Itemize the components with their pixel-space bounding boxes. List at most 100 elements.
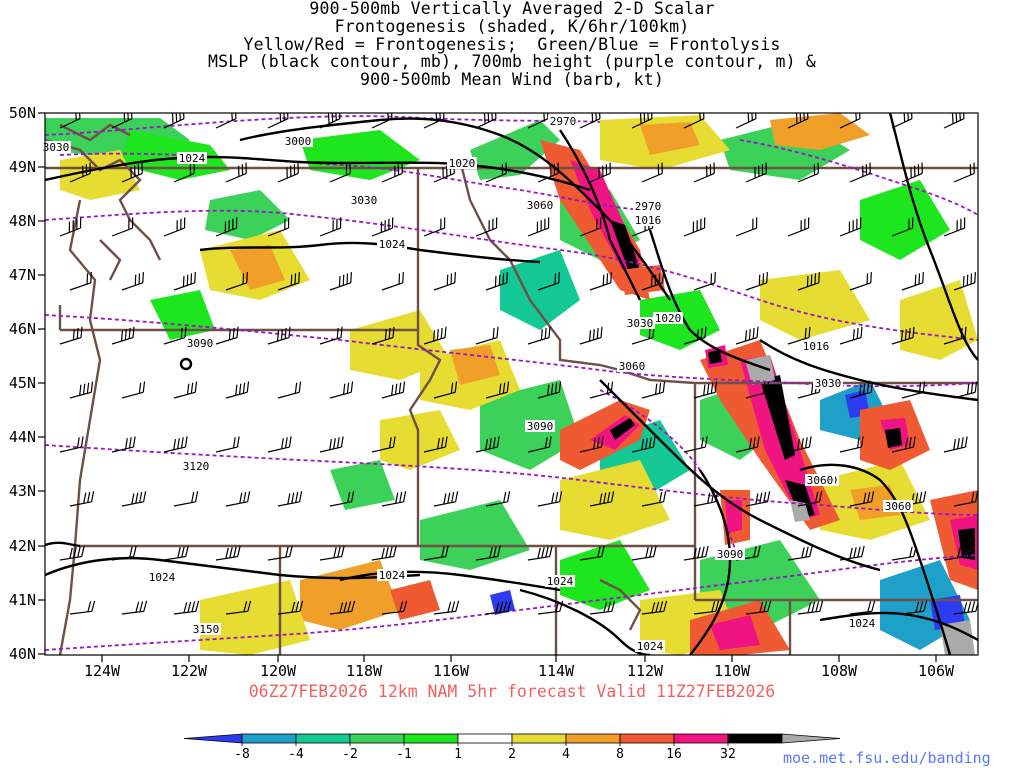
wind-barb bbox=[527, 326, 551, 345]
wind-barb bbox=[371, 113, 393, 129]
wind-barb bbox=[485, 491, 511, 507]
wind-barb bbox=[267, 545, 293, 561]
wind-barb bbox=[215, 217, 238, 237]
wind-barb bbox=[69, 491, 95, 507]
colorbar-label: 16 bbox=[666, 747, 682, 762]
wind-barb bbox=[943, 545, 969, 561]
wind-barb bbox=[267, 436, 292, 453]
wind-barb bbox=[589, 491, 615, 507]
wind-barb bbox=[579, 545, 605, 561]
colorbar-segment bbox=[241, 733, 297, 744]
mslp-label-bg bbox=[801, 340, 831, 352]
wind-barb bbox=[173, 491, 199, 507]
wind-barb bbox=[641, 381, 666, 399]
wind-barb bbox=[735, 217, 758, 237]
wind-barb bbox=[891, 326, 915, 345]
wind-barb bbox=[735, 113, 757, 129]
lon-label: 120W bbox=[260, 662, 297, 680]
height-label-bg bbox=[715, 548, 745, 560]
wind-barb bbox=[693, 600, 720, 615]
height-label-bg bbox=[525, 199, 555, 211]
height-label-bg bbox=[548, 115, 578, 127]
wind-barb bbox=[693, 381, 718, 399]
wind-barb bbox=[267, 217, 290, 237]
lat-label: 42N bbox=[9, 537, 36, 555]
wind-barb bbox=[797, 162, 819, 183]
wind-barb bbox=[579, 113, 601, 129]
wind-barb bbox=[277, 381, 302, 399]
wind-barb bbox=[475, 113, 497, 129]
mslp-label: 1024 bbox=[379, 238, 406, 251]
colorbar-segment bbox=[457, 733, 513, 744]
wind-barb bbox=[433, 381, 458, 399]
wind-barb bbox=[537, 600, 564, 615]
wind-barb bbox=[225, 272, 248, 291]
height-label: 3120 bbox=[183, 460, 210, 473]
wind-barb bbox=[787, 545, 813, 561]
wind-barb bbox=[485, 272, 508, 291]
wind-barb bbox=[423, 436, 448, 453]
map-title: 900-500mb Vertically Averaged 2-D Scalar… bbox=[0, 0, 1024, 89]
wind-barb bbox=[943, 217, 966, 237]
mslp-label-bg bbox=[635, 640, 665, 652]
colorbar-segment bbox=[619, 733, 675, 744]
wind-barb bbox=[839, 545, 865, 561]
wind-barb bbox=[891, 545, 917, 561]
title-line-2: Frontogenesis (shaded, K/6hr/100km) bbox=[334, 16, 690, 36]
mslp-label: 1024 bbox=[379, 569, 406, 582]
colorbar-max-arrow bbox=[781, 733, 841, 744]
lat-label: 40N bbox=[9, 645, 36, 663]
wind-barb bbox=[163, 326, 187, 345]
mslp-label: 1024 bbox=[149, 571, 176, 584]
mslp-label: 1024 bbox=[637, 640, 664, 653]
wind-barb bbox=[641, 162, 663, 183]
wind-barb bbox=[381, 162, 403, 183]
lon-label: 106W bbox=[918, 662, 955, 680]
colorbar-segment bbox=[349, 733, 405, 744]
wind-barb bbox=[475, 217, 498, 237]
wind-barbs bbox=[59, 113, 978, 615]
wind-barb bbox=[371, 326, 395, 345]
mslp-label: 1020 bbox=[449, 157, 476, 170]
lat-label: 45N bbox=[9, 374, 36, 392]
latitude-axis: 50N 49N 48N 47N 46N 45N 44N 43N 42N 41N 40N bbox=[9, 104, 45, 663]
credit-link[interactable]: moe.met.fsu.edu/banding bbox=[783, 749, 991, 767]
wind-barb bbox=[693, 491, 719, 507]
wind-barb bbox=[683, 217, 706, 237]
wind-barb bbox=[423, 217, 446, 237]
mslp-label-bg bbox=[653, 312, 683, 324]
wind-barb bbox=[59, 436, 84, 453]
mslp-label-bg bbox=[545, 575, 575, 587]
height-label: 3060 bbox=[527, 199, 554, 212]
wind-barb bbox=[163, 217, 186, 237]
height-label-bg bbox=[283, 135, 313, 147]
wind-barb bbox=[215, 326, 239, 345]
mslp-contours bbox=[45, 113, 978, 655]
wind-barb bbox=[891, 217, 914, 237]
wind-barb bbox=[329, 272, 352, 291]
wind-barb bbox=[537, 272, 560, 291]
lat-label: 48N bbox=[9, 212, 36, 230]
height-label: 2970 bbox=[550, 115, 577, 128]
lat-label: 43N bbox=[9, 482, 36, 500]
wind-barb bbox=[433, 272, 456, 291]
wind-barb bbox=[111, 436, 136, 453]
height-labels: 2970300030303030306030002970303030603090… bbox=[41, 115, 913, 636]
wind-barb bbox=[693, 162, 715, 183]
wind-barb bbox=[527, 436, 552, 453]
wind-barb bbox=[579, 436, 604, 453]
mslp-label: 1024 bbox=[547, 575, 574, 588]
height-label: 3090 bbox=[187, 337, 214, 350]
wind-barb bbox=[121, 600, 148, 615]
mslp-label-bg bbox=[177, 152, 207, 164]
wind-barb bbox=[579, 217, 602, 237]
wind-barb bbox=[485, 381, 510, 399]
wind-barb bbox=[745, 600, 772, 615]
wind-barb bbox=[69, 600, 96, 615]
wind-barb bbox=[329, 491, 355, 507]
colorbar-label: 1 bbox=[454, 747, 462, 762]
height-label: 3060 bbox=[807, 474, 834, 487]
mslp-closed-contour bbox=[179, 357, 193, 371]
lon-label: 122W bbox=[171, 662, 208, 680]
